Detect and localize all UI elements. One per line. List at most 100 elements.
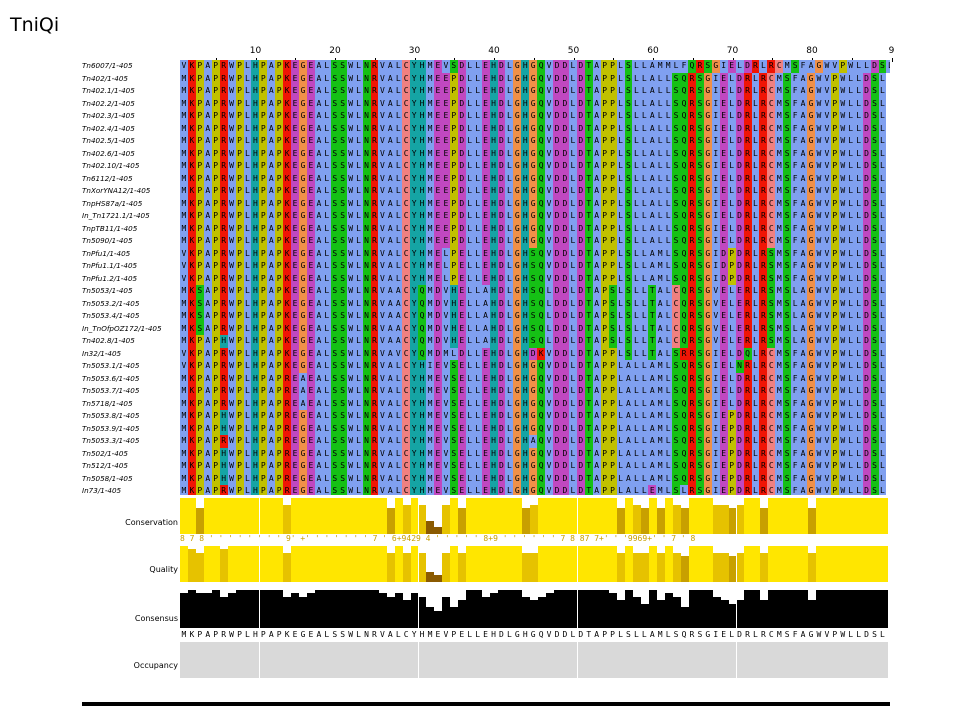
sequence-name[interactable]: TnXorYNA12/1-405 <box>82 186 151 195</box>
sequence-name[interactable]: TnpTB11/1-405 <box>82 223 138 233</box>
sequence-name[interactable]: TnpHS87a/1-405 <box>82 198 143 208</box>
residue: L <box>878 85 887 98</box>
sequence-name[interactable]: In73/1-405 <box>82 486 122 495</box>
sequence-name[interactable]: Tn512/1-405 <box>82 461 128 470</box>
sequence-name[interactable]: In32/1-405 <box>82 348 122 358</box>
residue: L <box>243 172 252 185</box>
sequence-name[interactable]: Tn502/1-405 <box>82 448 128 458</box>
consensus-bar <box>474 590 483 628</box>
residue: L <box>878 185 887 198</box>
sequence-name[interactable]: Tn5053.9/1-405 <box>82 423 140 433</box>
residue: L <box>473 160 482 173</box>
sequence-name[interactable]: Tn5718/1-405 <box>82 398 133 408</box>
residue: L <box>473 335 482 348</box>
sequence-name[interactable]: Tn6112/1-405 <box>82 173 133 183</box>
residue: P <box>600 422 609 435</box>
residue: S <box>672 447 681 460</box>
sequence-name[interactable]: Tn402/1-405 <box>82 73 128 83</box>
residue: K <box>187 172 196 185</box>
residue: A <box>314 60 323 73</box>
sequence-name[interactable]: Tn5053.4/1-405 <box>82 311 140 320</box>
residue: S <box>783 110 792 123</box>
residue: S <box>330 485 339 495</box>
sequence-name[interactable]: Tn5053.7/1-405 <box>82 386 140 395</box>
residue: Q <box>418 285 427 298</box>
residue: L <box>878 147 887 160</box>
residue: H <box>521 485 530 495</box>
residue: H <box>251 435 260 448</box>
sequence-name[interactable]: Tn5053.2/1-405 <box>82 298 140 308</box>
sequence-name[interactable]: Tn402.5/1-405 <box>82 136 135 145</box>
residue: M <box>656 410 665 423</box>
sequence-name[interactable]: Tn5053.1/1-405 <box>82 361 140 370</box>
sequence-name[interactable]: Tn5053.6/1-405 <box>82 373 140 383</box>
sequence-name[interactable]: Tn402.4/1-405 <box>82 123 135 133</box>
residue: S <box>338 310 347 323</box>
residue: A <box>799 72 808 85</box>
residue: S <box>870 322 879 335</box>
residue: G <box>513 447 522 460</box>
sequence-name[interactable]: In_Tn1721.1/1-405 <box>82 211 150 220</box>
residue: H <box>489 160 498 173</box>
sequence-name[interactable]: Tn5058/1-405 <box>82 473 133 483</box>
sequence-name[interactable]: Tn402.6/1-405 <box>82 148 135 158</box>
sequence-name[interactable]: Tn5053.8/1-405 <box>82 411 140 420</box>
residue: L <box>751 97 760 110</box>
sequence-name[interactable]: Tn402.3/1-405 <box>82 111 135 120</box>
sequence-name[interactable]: Tn402.2/1-405 <box>82 98 135 108</box>
sequence-name[interactable]: TnPfu1/1-405 <box>82 248 131 258</box>
residue: H <box>521 297 530 310</box>
sequence-name[interactable]: Tn402.8/1-405 <box>82 336 135 345</box>
sequence-name[interactable]: TnPfu1.1/1-405 <box>82 261 138 270</box>
residue: G <box>299 85 307 98</box>
residue: E <box>434 110 442 123</box>
sequence-name[interactable]: In_TnOfpOZ172/1-405 <box>82 323 162 333</box>
sequence-name[interactable]: Tn6007/1-405 <box>82 61 133 70</box>
sequence-name[interactable]: TnPfu1.2/1-405 <box>82 273 138 283</box>
sequence-name[interactable]: Tn5053/1-405 <box>82 286 133 295</box>
residue: M <box>180 285 188 298</box>
residue: L <box>394 260 403 273</box>
sequence-name[interactable]: Tn5053.3/1-405 <box>82 436 140 445</box>
sequence-name[interactable]: Tn402.10/1-405 <box>82 161 140 170</box>
sequence-name[interactable]: Tn402.1/1-405 <box>82 86 135 95</box>
sequence-name[interactable]: Tn5090/1-405 <box>82 236 133 245</box>
residue: Q <box>537 472 546 485</box>
